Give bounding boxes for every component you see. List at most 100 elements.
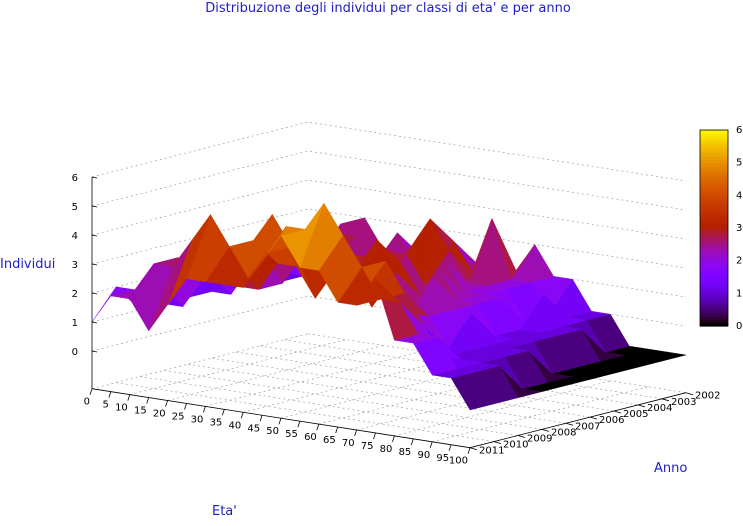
- y-tick-label: 2005: [623, 409, 648, 420]
- colorbar-segment: [700, 250, 728, 255]
- surface-mesh: [91, 202, 687, 411]
- y-tick-label: 2007: [575, 421, 600, 432]
- colorbar-segment: [700, 283, 728, 288]
- z-tick-label: 4: [72, 231, 78, 242]
- floor-grid-line: [243, 356, 460, 413]
- colorbar-segment: [700, 146, 728, 151]
- colorbar-segment: [700, 214, 728, 219]
- colorbar-segment: [700, 165, 728, 170]
- colorbar-segment: [700, 224, 728, 229]
- y-tick-mark: [613, 410, 622, 414]
- y-tick-label: 2002: [695, 391, 720, 402]
- z-tick-mark: [91, 234, 98, 237]
- colorbar-segment: [700, 175, 728, 180]
- x-tick-label: 5: [103, 400, 109, 411]
- x-tick-label: 0: [84, 397, 90, 408]
- x-tick-mark: [448, 444, 452, 451]
- colorbar-segment: [700, 201, 728, 206]
- x-tick-mark: [108, 391, 112, 398]
- y-tick-label: 2010: [503, 440, 528, 451]
- colorbar-segment: [700, 169, 728, 174]
- x-tick-mark: [373, 432, 376, 440]
- colorbar-segment: [700, 159, 728, 164]
- y-tick-mark: [589, 416, 598, 420]
- z-tick-mark: [91, 350, 98, 353]
- x-tick-mark: [392, 435, 395, 443]
- x-tick-label: 25: [172, 411, 185, 422]
- y-axis-line: [469, 392, 687, 449]
- x-tick-mark: [259, 415, 263, 422]
- colorbar-segment: [700, 290, 728, 294]
- colorbar-segment: [700, 267, 728, 272]
- z-tick-mark: [91, 292, 98, 295]
- colorbar-segment: [700, 319, 728, 324]
- colorbar-segment: [700, 133, 728, 138]
- colorbar-segment: [700, 182, 728, 187]
- x-tick-mark: [203, 406, 206, 413]
- colorbar-segment: [700, 270, 728, 275]
- colorbar-segment: [700, 152, 728, 157]
- x-tick-label: 20: [153, 409, 166, 420]
- colorbar-segment: [700, 254, 728, 258]
- y-tick-label: 2004: [647, 403, 672, 414]
- z-tick-label: 6: [72, 173, 78, 184]
- colorbar-tick-label: 4: [736, 190, 742, 201]
- colorbar-tick-label: 1: [736, 288, 742, 299]
- colorbar-segment: [700, 296, 728, 301]
- x-tick-mark: [467, 447, 471, 454]
- colorbar-segment: [700, 234, 728, 239]
- x-tick-label: 15: [134, 406, 147, 417]
- floor-grid-line: [187, 363, 567, 424]
- colorbar-tick-label: 3: [736, 223, 742, 234]
- z-grid-line: [91, 150, 687, 211]
- x-axis-label: Eta': [212, 504, 237, 519]
- y-tick-mark: [541, 428, 550, 432]
- x-tick-mark: [335, 426, 339, 434]
- surface-cell: [510, 244, 555, 283]
- colorbar-segment: [700, 139, 728, 144]
- x-tick-mark: [127, 394, 131, 401]
- floor-grid-line: [205, 351, 422, 407]
- y-tick-mark: [661, 398, 670, 402]
- colorbar-segment: [700, 322, 728, 327]
- x-tick-label: 10: [115, 403, 128, 414]
- colorbar-segment: [700, 172, 728, 177]
- x-tick-mark: [184, 403, 187, 410]
- x-tick-mark: [297, 421, 301, 428]
- chart-title: Distribuzione degli individui per classi…: [205, 1, 571, 16]
- floor-grid-line: [167, 345, 384, 401]
- colorbar-segment: [700, 286, 728, 291]
- z-grid-line: [91, 179, 687, 240]
- colorbar-segment: [700, 156, 728, 160]
- colorbar-segment: [700, 136, 728, 141]
- x-tick-mark: [221, 409, 225, 416]
- colorbar-segment: [700, 312, 728, 317]
- z-axis-label: Individui: [0, 257, 55, 272]
- x-tick-label: 55: [285, 429, 298, 440]
- z-tick-label: 0: [72, 347, 78, 358]
- x-tick-mark: [316, 423, 320, 431]
- y-tick-label: 2006: [599, 415, 624, 426]
- y-axis-label: Anno: [654, 461, 687, 476]
- colorbar-segment: [700, 228, 728, 232]
- colorbar-frame: [699, 129, 729, 327]
- colorbar-segment: [700, 260, 728, 265]
- colorbar-segment: [700, 179, 728, 183]
- x-tick-label: 60: [304, 432, 317, 443]
- colorbar-segment: [700, 195, 728, 200]
- floor-grid-line: [91, 333, 309, 390]
- y-tick-mark: [493, 441, 502, 444]
- floor-grid-line: [211, 357, 591, 418]
- z-tick-label: 2: [72, 289, 78, 300]
- x-tick-mark: [278, 418, 282, 425]
- floor-grid-line: [394, 380, 611, 437]
- colorbar-segment: [700, 273, 728, 278]
- z-tick-label: 5: [72, 202, 78, 213]
- colorbar-segment: [700, 149, 728, 154]
- z-tick-label: 3: [72, 260, 78, 271]
- x-tick-label: 70: [342, 438, 355, 449]
- x-tick-label: 95: [436, 453, 449, 464]
- x-tick-label: 85: [399, 447, 412, 458]
